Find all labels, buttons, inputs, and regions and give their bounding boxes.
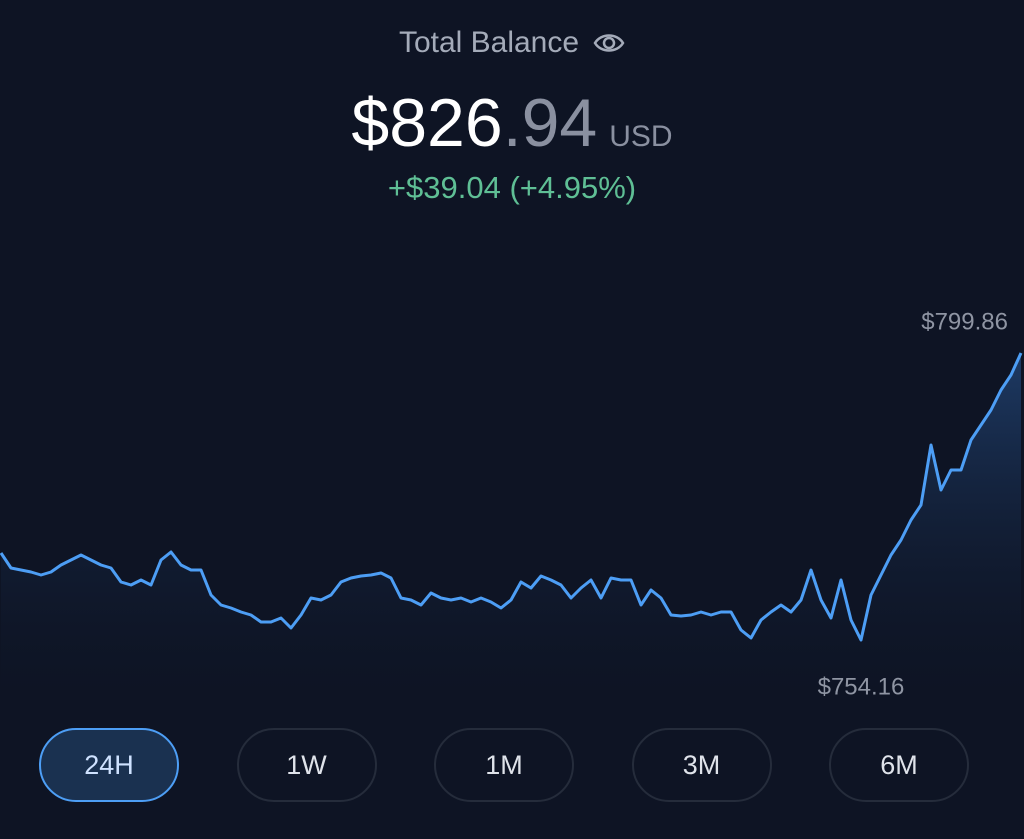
area <box>1 353 1021 720</box>
period-button[interactable]: 24H <box>39 728 179 802</box>
period-button[interactable]: 3M <box>631 728 772 802</box>
balance-whole: $826 <box>351 85 503 161</box>
title: Total Balance <box>398 26 580 59</box>
annotation-label: $799.86 <box>921 308 1008 335</box>
change: +$39.04 (+4.95%) <box>387 170 637 205</box>
period-button[interactable]: 6M <box>829 728 969 802</box>
eye-icon[interactable] <box>593 31 625 55</box>
annotation-label: $754.16 <box>818 673 905 700</box>
period-button[interactable]: 1W <box>236 728 377 802</box>
balance-fraction: .94 <box>502 85 598 161</box>
period-button[interactable]: 1M <box>434 728 574 802</box>
title-row: Total Balance <box>0 26 1024 60</box>
currency: USD <box>609 120 673 153</box>
chart: $799.86 $754.16 <box>0 308 1023 720</box>
line <box>0 352 1023 642</box>
balance: $826.94 USD <box>0 84 1024 162</box>
